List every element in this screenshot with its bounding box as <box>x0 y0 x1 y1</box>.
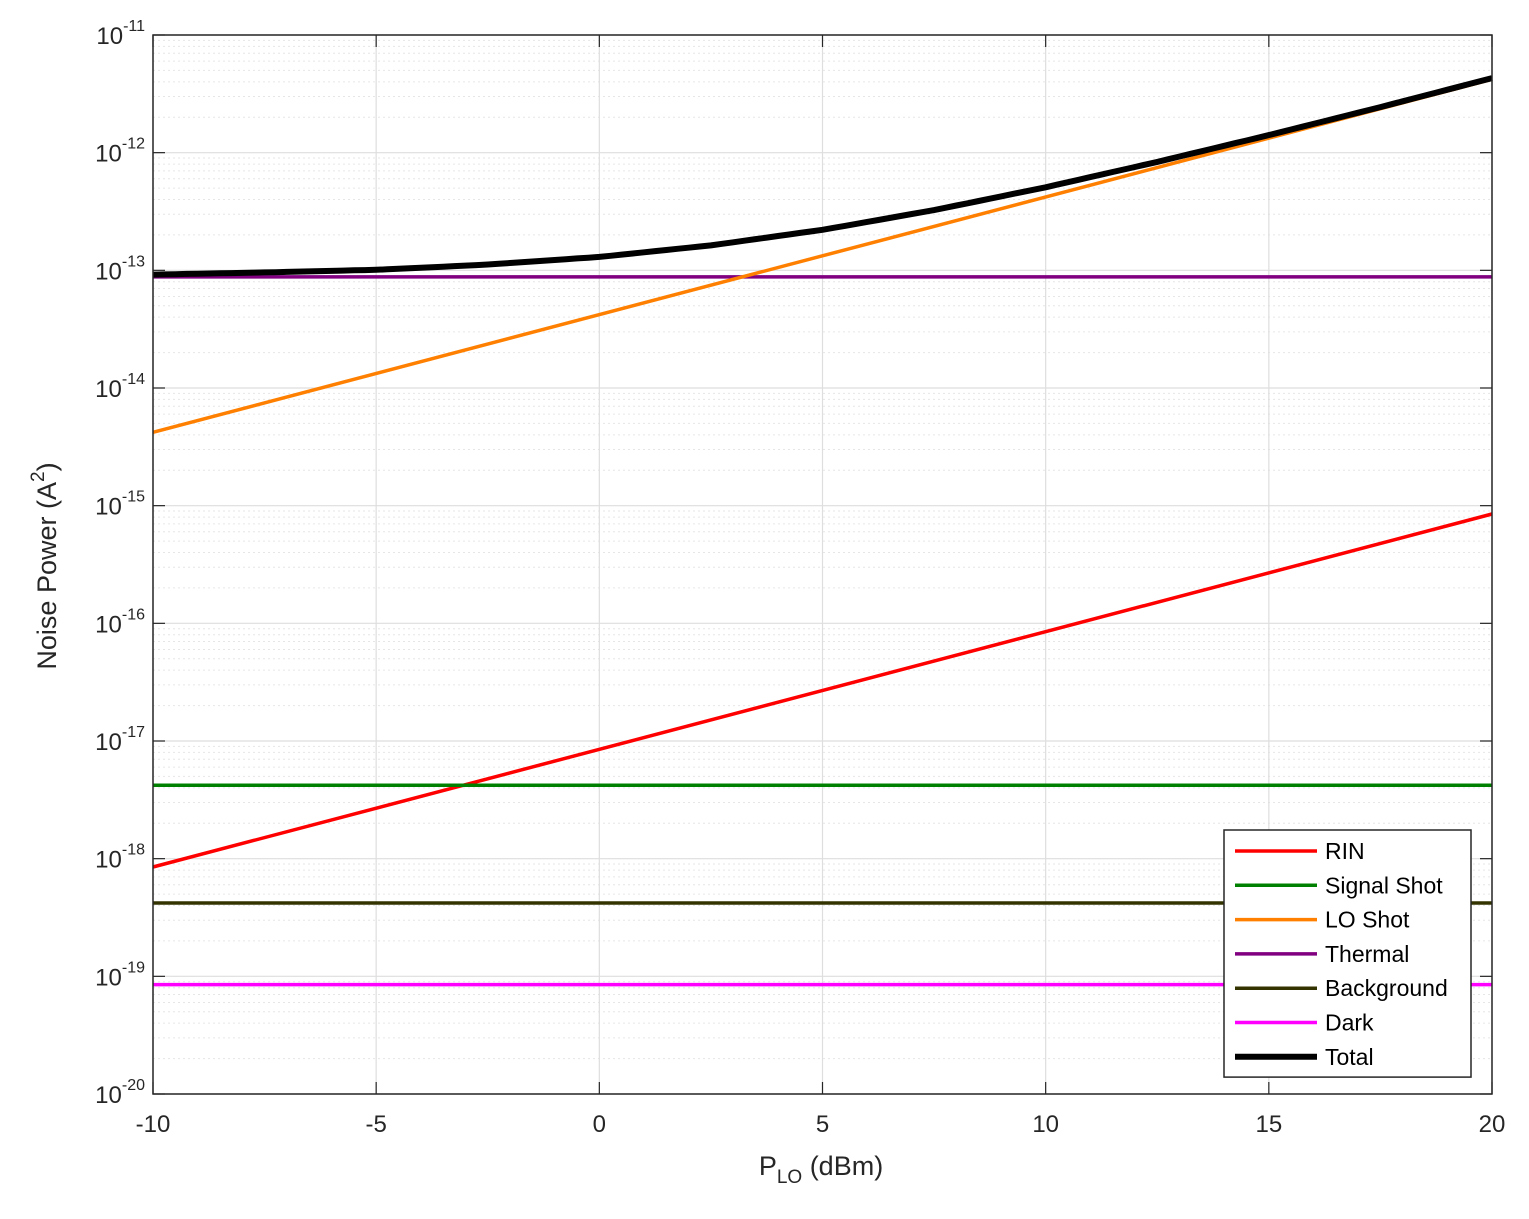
y-tick-exponent: -18 <box>122 842 145 859</box>
x-tick-label: 10 <box>1032 1111 1059 1138</box>
y-tick-base: 10 <box>95 611 122 638</box>
y-tick-label: 10-18 <box>95 842 145 874</box>
x-tick-label: 20 <box>1479 1111 1506 1138</box>
y-tick-exponent: -19 <box>122 959 145 976</box>
y-tick-label: 10-16 <box>95 606 145 638</box>
legend-label-rin: RIN <box>1325 838 1365 864</box>
y-tick-exponent: -14 <box>122 371 145 388</box>
y-tick-exponent: -16 <box>122 606 145 623</box>
y-tick-label: 10-13 <box>95 253 145 285</box>
y-tick-base: 10 <box>95 1082 122 1109</box>
y-tick-base: 10 <box>95 964 122 991</box>
legend: RIN Signal Shot LO Shot Thermal Background Da… <box>1223 829 1472 1078</box>
x-tick-label: 15 <box>1255 1111 1282 1138</box>
x-tick-label: -10 <box>136 1111 171 1138</box>
y-tick-exponent: -13 <box>122 253 145 270</box>
y-tick-base: 10 <box>95 729 122 756</box>
y-axis-label-main: Noise Power (A <box>32 482 62 670</box>
y-tick-base: 10 <box>95 141 122 168</box>
series-line-rin <box>152 512 1493 869</box>
y-tick-base: 10 <box>96 23 123 50</box>
y-tick-base: 10 <box>95 376 122 403</box>
legend-label-thermal: Thermal <box>1325 941 1409 967</box>
x-axis-label-unit: (dBm) <box>802 1151 883 1181</box>
y-axis-label: Noise Power (A2) <box>28 462 62 669</box>
x-axis-label-subscript: LO <box>777 1167 802 1188</box>
x-axis-label: PLO (dBm) <box>759 1151 883 1188</box>
y-tick-base: 10 <box>95 258 122 285</box>
y-tick-label: 10-11 <box>96 18 145 50</box>
series-lines <box>152 75 1493 987</box>
y-tick-exponent: -12 <box>122 136 145 153</box>
y-tick-label: 10-15 <box>95 489 145 521</box>
x-axis-label-main: P <box>759 1151 777 1181</box>
legend-label-dark: Dark <box>1325 1010 1374 1036</box>
y-tick-labels: 10-2010-1910-1810-1710-1610-1510-1410-13… <box>95 18 145 1109</box>
y-tick-exponent: -17 <box>122 724 145 741</box>
y-tick-exponent: -11 <box>123 18 145 35</box>
legend-label-lo-shot: LO Shot <box>1325 907 1410 933</box>
y-tick-label: 10-20 <box>95 1077 145 1109</box>
series-line-total <box>152 75 1493 278</box>
legend-label-signal-shot: Signal Shot <box>1325 872 1443 898</box>
y-tick-label: 10-17 <box>95 724 145 756</box>
y-tick-exponent: -15 <box>122 489 145 506</box>
y-tick-label: 10-19 <box>95 959 145 991</box>
legend-label-background: Background <box>1325 975 1448 1001</box>
y-tick-label: 10-14 <box>95 371 145 403</box>
x-tick-label: 0 <box>593 1111 606 1138</box>
y-tick-exponent: -20 <box>122 1077 145 1094</box>
y-axis-label-superscript: 2 <box>28 471 49 482</box>
legend-label-total: Total <box>1325 1044 1374 1070</box>
y-tick-base: 10 <box>95 494 122 521</box>
x-tick-label: 5 <box>816 1111 829 1138</box>
y-tick-base: 10 <box>95 847 122 874</box>
tick-marks <box>152 34 1493 1095</box>
y-axis-label-unit: ) <box>32 462 62 471</box>
y-tick-label: 10-12 <box>95 136 145 168</box>
x-tick-label: -5 <box>365 1111 386 1138</box>
x-tick-labels: -10 -5 0 5 10 15 20 <box>136 1111 1506 1138</box>
